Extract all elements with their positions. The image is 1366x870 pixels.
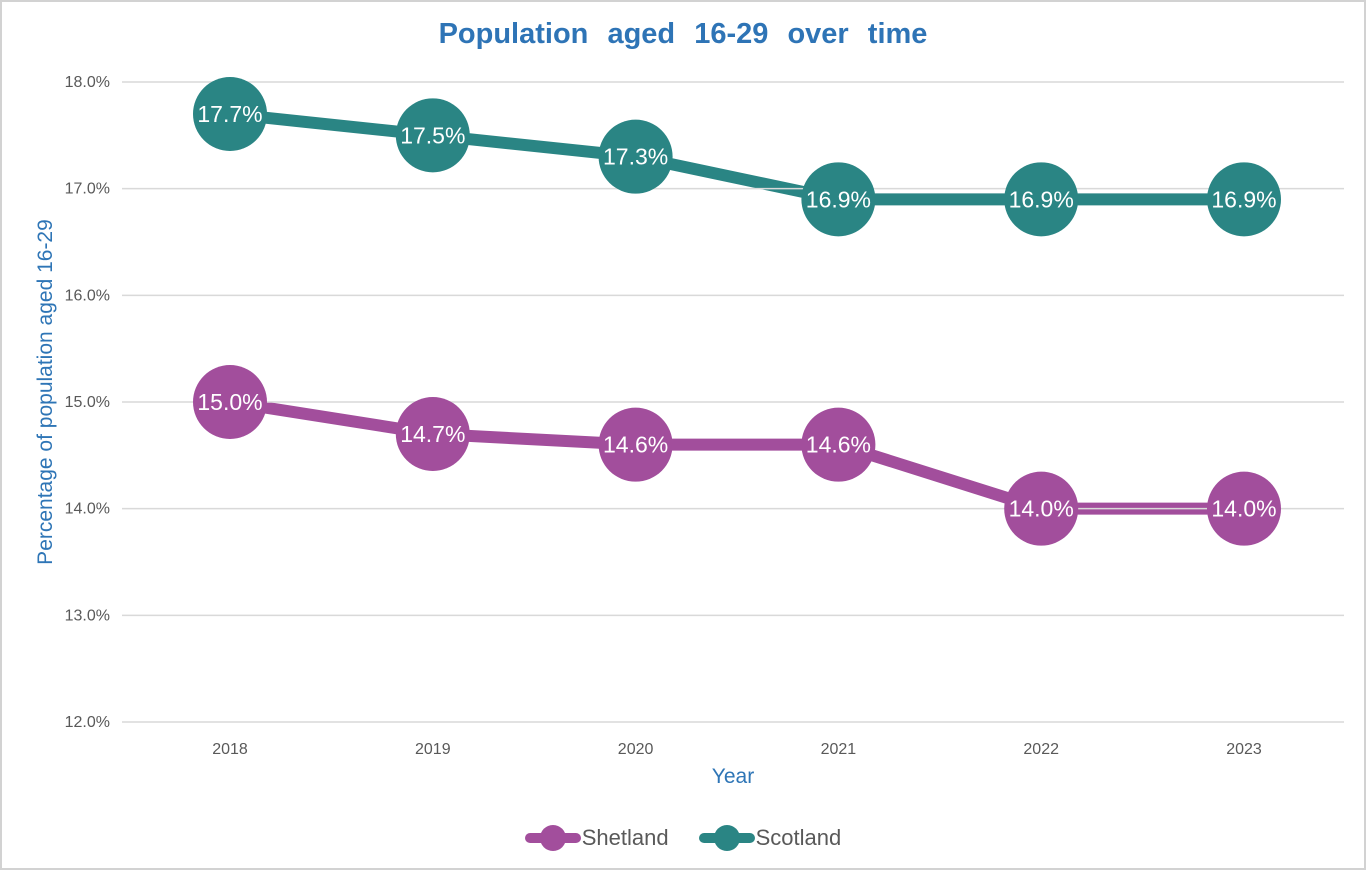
data-label-shetland-2020: 14.6%	[603, 432, 668, 458]
data-label-scotland-2020: 17.3%	[603, 144, 668, 170]
series-line-scotland	[224, 108, 1250, 206]
x-tick-label-2018: 2018	[212, 741, 248, 758]
legend-item-shetland: Shetland	[524, 824, 669, 852]
data-label-shetland-2019: 14.7%	[400, 421, 465, 447]
legend-label: Scotland	[755, 825, 842, 850]
data-point-shetland-2023	[1207, 471, 1281, 546]
data-point-scotland-2023	[1207, 162, 1281, 237]
y-tick-label: 18.0%	[65, 74, 110, 91]
data-label-shetland-2022: 14.0%	[1009, 496, 1074, 522]
data-point-scotland-2018	[193, 77, 267, 151]
y-tick-label: 14.0%	[65, 501, 110, 518]
data-label-scotland-2018: 17.7%	[197, 101, 262, 127]
legend-item-scotland: Scotland	[698, 824, 842, 852]
data-point-scotland-2019	[395, 98, 470, 173]
data-label-scotland-2022: 16.9%	[1009, 186, 1074, 212]
x-tick-label-2023: 2023	[1226, 741, 1262, 758]
y-tick-label: 16.0%	[65, 287, 110, 304]
x-tick-label-2019: 2019	[415, 741, 451, 758]
legend-marker-shetland-icon	[524, 825, 581, 851]
legend-marker-scotland-icon	[698, 825, 755, 851]
legend-label: Shetland	[581, 825, 669, 850]
data-point-shetland-2021	[801, 407, 876, 482]
data-point-shetland-2020	[598, 407, 673, 482]
data-point-scotland-2020	[598, 119, 673, 194]
data-label-scotland-2021: 16.9%	[806, 186, 871, 212]
data-label-shetland-2023: 14.0%	[1211, 496, 1276, 522]
data-label-shetland-2021: 14.6%	[806, 432, 871, 458]
legend: Shetland Scotland	[2, 824, 1364, 852]
data-label-scotland-2019: 17.5%	[400, 122, 465, 148]
data-point-shetland-2022	[1004, 471, 1079, 546]
x-tick-label-2022: 2022	[1023, 741, 1059, 758]
data-point-scotland-2021	[801, 162, 876, 237]
y-tick-label: 17.0%	[65, 181, 110, 198]
x-tick-label-2020: 2020	[618, 741, 654, 758]
data-label-shetland-2018: 15.0%	[197, 389, 262, 415]
y-tick-label: 13.0%	[65, 607, 110, 624]
y-tick-label: 12.0%	[65, 714, 110, 731]
data-label-scotland-2023: 16.9%	[1211, 186, 1276, 212]
x-axis-title: Year	[711, 765, 755, 788]
x-tick-label-2021: 2021	[821, 741, 857, 758]
chart-title: Population aged 16-29 over time	[438, 18, 928, 50]
series-line-shetland	[224, 396, 1250, 515]
data-point-scotland-2022	[1004, 162, 1079, 237]
y-tick-label: 15.0%	[65, 394, 110, 411]
data-point-shetland-2018	[193, 365, 267, 439]
data-point-shetland-2019	[395, 397, 470, 471]
